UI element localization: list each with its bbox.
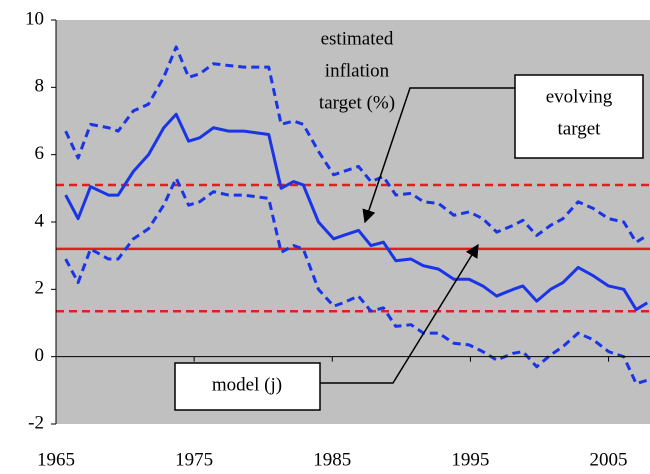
series-line xyxy=(64,112,649,312)
y-tick-label: 6 xyxy=(35,143,45,164)
y-tick-label: -2 xyxy=(28,412,44,433)
x-tick-label: 1995 xyxy=(451,449,489,470)
x-tick-label: 1975 xyxy=(175,449,213,470)
annotation: model (j) xyxy=(212,374,282,395)
series-line xyxy=(64,45,649,244)
annotation-box xyxy=(174,362,321,411)
arrow xyxy=(320,243,479,384)
y-tick-label: 4 xyxy=(35,210,45,231)
arrow xyxy=(362,87,515,224)
x-tick-label: 2005 xyxy=(590,449,628,470)
annotation-box xyxy=(514,74,644,159)
y-tick-label: 2 xyxy=(35,278,45,299)
annotation: target xyxy=(558,118,602,139)
y-tick-label: 8 xyxy=(35,76,45,97)
annotation: evolving xyxy=(546,86,613,107)
x-tick-label: 1965 xyxy=(37,449,75,470)
y-tick-label: 0 xyxy=(35,345,45,366)
x-tick-label: 1985 xyxy=(313,449,351,470)
annotation: target (%) xyxy=(319,92,395,113)
annotation: inflation xyxy=(325,60,390,81)
y-tick-label: 10 xyxy=(25,8,44,29)
annotation: estimated xyxy=(321,28,394,49)
